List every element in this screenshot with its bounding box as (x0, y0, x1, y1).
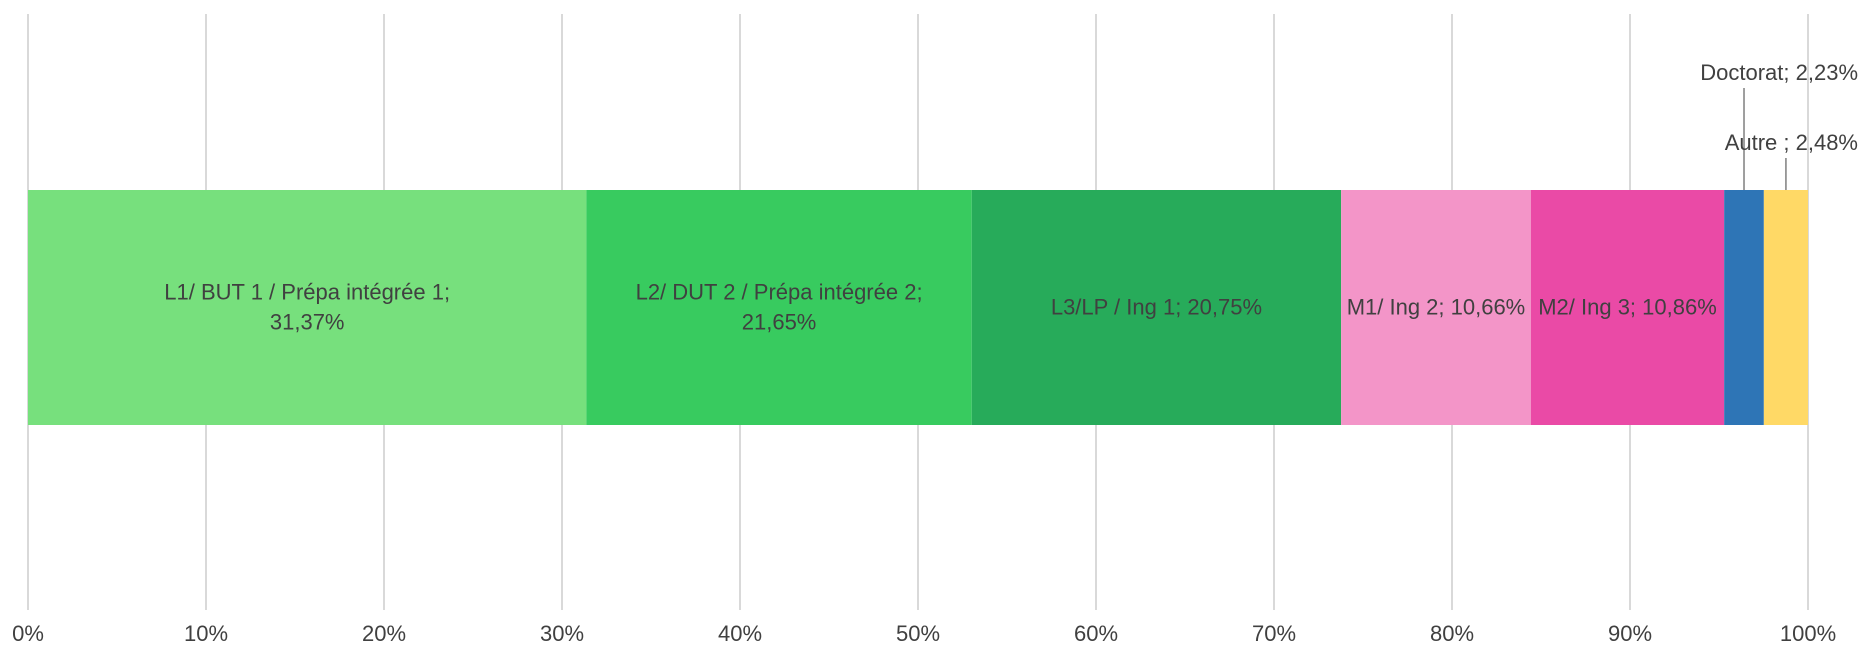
segment-label-l2-dut-2-prepa-integree-2: L2/ DUT 2 / Prépa intégrée 2; 21,65% (636, 280, 923, 335)
x-tick-label: 80% (1430, 621, 1474, 646)
bar-segment-l1-but-1-prepa-integree-1 (28, 190, 587, 425)
segment-label-line: 31,37% (270, 310, 345, 335)
segment-label-line: M2/ Ing 3; 10,86% (1538, 295, 1717, 320)
bar-segment-l3-lp-ing-1 (971, 190, 1342, 425)
bar-segment-m2-ing-3 (1530, 190, 1725, 425)
bar-segment-autre (1763, 190, 1808, 425)
segment-label-l3-lp-ing-1: L3/LP / Ing 1; 20,75% (1051, 295, 1262, 320)
bar-segment-l2-dut-2-prepa-integree-2 (586, 190, 972, 425)
x-axis-tick-labels: 0% 10% 20% 30% 40% 50% 60% 70% 80% 90% 100% (12, 621, 1836, 646)
bar-segments (28, 190, 1808, 425)
x-tick-label: 40% (718, 621, 762, 646)
segment-label-m1-ing-2: M1/ Ing 2; 10,66% (1347, 295, 1526, 320)
segment-labels: L1/ BUT 1 / Prépa intégrée 1; 31,37% L2/ D… (164, 280, 1716, 335)
bar-segment-doctorat (1724, 190, 1764, 425)
x-tick-label: 20% (362, 621, 406, 646)
x-tick-label: 0% (12, 621, 44, 646)
bar-segment-m1-ing-2 (1341, 190, 1531, 425)
segment-label-line: 21,65% (742, 310, 817, 335)
callout-labels: Doctorat; 2,23% Autre ; 2,48% (1700, 60, 1858, 190)
x-tick-label: 30% (540, 621, 584, 646)
x-tick-label: 50% (896, 621, 940, 646)
segment-label-m2-ing-3: M2/ Ing 3; 10,86% (1538, 295, 1717, 320)
x-tick-label: 10% (184, 621, 228, 646)
callout-label-doctorat: Doctorat; 2,23% (1700, 60, 1858, 85)
x-tick-label: 100% (1780, 621, 1836, 646)
callout-label-autre: Autre ; 2,48% (1725, 130, 1858, 155)
segment-label-l1-but-1-prepa-integree-1: L1/ BUT 1 / Prépa intégrée 1; 31,37% (164, 280, 450, 335)
x-tick-label: 60% (1074, 621, 1118, 646)
x-tick-label: 70% (1252, 621, 1296, 646)
segment-label-line: L2/ DUT 2 / Prépa intégrée 2; (636, 280, 923, 305)
segment-label-line: M1/ Ing 2; 10,66% (1347, 295, 1526, 320)
segment-label-line: L3/LP / Ing 1; 20,75% (1051, 295, 1262, 320)
x-tick-label: 90% (1608, 621, 1652, 646)
segment-label-line: L1/ BUT 1 / Prépa intégrée 1; (164, 280, 450, 305)
